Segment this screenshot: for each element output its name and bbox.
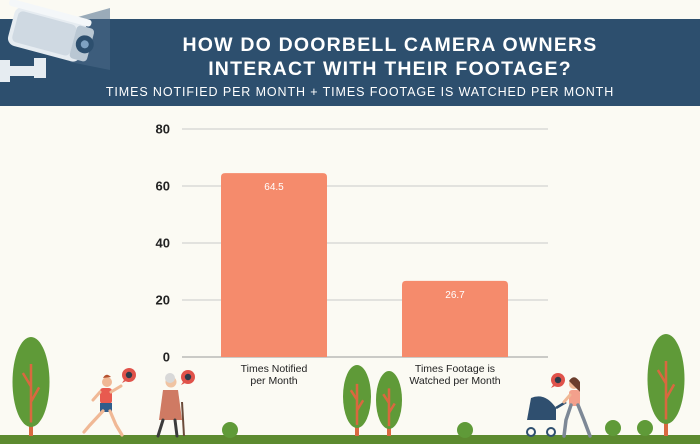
security-camera-icon bbox=[0, 0, 110, 82]
x-tick-label: Watched per Month bbox=[409, 375, 500, 387]
runner-figure-icon bbox=[82, 374, 124, 437]
bush-icon bbox=[457, 422, 473, 438]
bar bbox=[221, 173, 327, 357]
y-tick-label: 0 bbox=[163, 350, 170, 365]
chart-title-line-2: INTERACT WITH THEIR FOOTAGE? bbox=[208, 58, 572, 80]
tree-icon bbox=[647, 334, 685, 436]
bar-value-label: 26.7 bbox=[445, 290, 465, 301]
x-tick-label: Times Notified bbox=[241, 363, 308, 375]
ground bbox=[0, 435, 700, 444]
camera-notification-badge-icon bbox=[181, 370, 195, 385]
tree-icon bbox=[343, 365, 371, 436]
x-tick-label: Times Footage is bbox=[415, 363, 495, 375]
y-tick-label: 60 bbox=[156, 179, 170, 194]
chart-y-axis: 0 20 40 60 80 bbox=[156, 122, 170, 365]
chart-bars: 64.5 26.7 bbox=[221, 173, 508, 357]
y-tick-label: 20 bbox=[156, 293, 170, 308]
y-tick-label: 40 bbox=[156, 236, 170, 251]
tree-icon bbox=[376, 371, 402, 436]
bush-icon bbox=[222, 422, 238, 438]
bar bbox=[402, 280, 508, 357]
x-tick-label: per Month bbox=[250, 375, 297, 387]
decor-layer bbox=[0, 334, 700, 444]
y-tick-label: 80 bbox=[156, 122, 170, 137]
tree-icon bbox=[12, 337, 50, 436]
camera-notification-badge-icon bbox=[551, 373, 565, 388]
header-banner bbox=[0, 19, 700, 106]
elderly-walker-figure-icon bbox=[156, 373, 185, 438]
stroller-parent-figure-icon bbox=[526, 377, 592, 438]
camera-notification-badge-icon bbox=[122, 368, 136, 383]
bush-icon bbox=[605, 420, 621, 436]
bar-value-label: 64.5 bbox=[264, 182, 284, 193]
chart-subtitle: TIMES NOTIFIED PER MONTH + TIMES FOOTAGE… bbox=[105, 85, 615, 99]
chart-title-line-1: HOW DO DOORBELL CAMERA OWNERS bbox=[182, 34, 598, 56]
bush-icon bbox=[637, 420, 653, 436]
